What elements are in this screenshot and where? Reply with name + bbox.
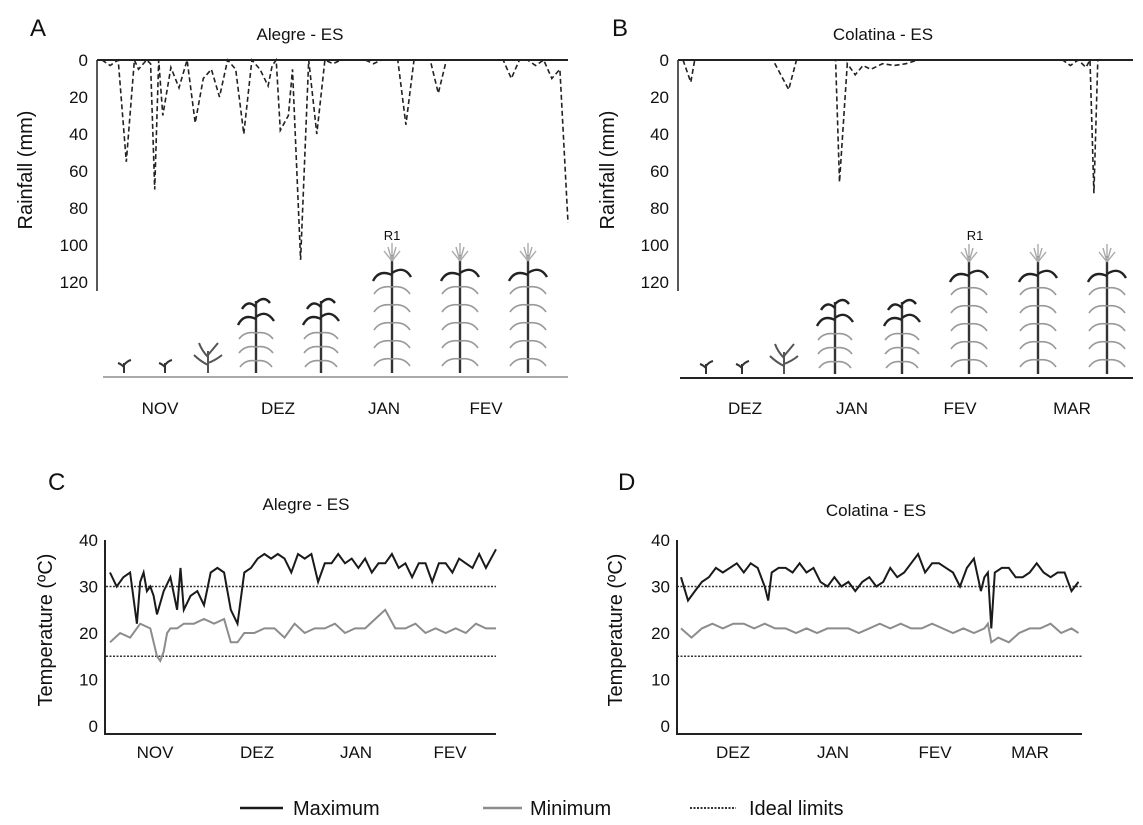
panel-b: B Colatina - ES Rainfall (mm) 0 20 40 60 80 1…: [597, 15, 1133, 418]
panel-a-r1-label: R1: [384, 228, 401, 243]
panel-a-y-tick-label: 120: [60, 273, 88, 292]
panel-b-month-label: DEZ: [728, 399, 762, 418]
panel-b-y-tick-label: 80: [650, 199, 669, 218]
panel-a-y-tick-label: 0: [79, 51, 88, 70]
panel-b-month-labels: DEZ JAN FEV MAR: [728, 399, 1091, 418]
panel-d-y-axis-label: Temperature (ºC): [605, 554, 627, 707]
panel-a-month-label: FEV: [469, 399, 503, 418]
panel-a-title: Alegre - ES: [257, 25, 344, 44]
panel-a-rainfall-line: [101, 57, 569, 260]
panel-d-month-label: MAR: [1011, 743, 1049, 762]
panel-d-axes: [676, 540, 1082, 735]
panel-d-ideal-limits: [677, 585, 1082, 658]
panel-a-y-ticks: 0 20 40 60 80 100 120: [60, 51, 88, 292]
panel-d-y-tick-label: 20: [651, 624, 670, 643]
panel-c-y-ticks: 0 10 20 30 40: [79, 531, 98, 736]
legend-ideal-label: Ideal limits: [749, 798, 843, 820]
panel-c-month-label: FEV: [433, 743, 467, 762]
panel-b-y-tick-label: 60: [650, 162, 669, 181]
panel-c-y-tick-label: 30: [79, 578, 98, 597]
panel-letter-c: C: [48, 469, 65, 496]
panel-letter-b: B: [612, 15, 628, 42]
panel-c-y-tick-label: 0: [89, 717, 98, 736]
panel-c-y-tick-label: 10: [79, 671, 98, 690]
panel-b-y-tick-label: 0: [660, 51, 669, 70]
panel-b-y-ticks: 0 20 40 60 80 100 120: [641, 51, 669, 292]
panel-a-month-label: JAN: [368, 399, 400, 418]
panel-c-month-label: DEZ: [240, 743, 274, 762]
panel-d-month-label: FEV: [918, 743, 952, 762]
panel-letter-d: D: [618, 469, 635, 496]
panel-c-y-tick-label: 40: [79, 531, 98, 550]
panel-a: A Alegre - ES Rainfall (mm) 0 20 40 60 80 100…: [15, 15, 569, 418]
panel-c-y-tick-label: 20: [79, 624, 98, 643]
panel-c-title: Alegre - ES: [263, 495, 350, 514]
panel-b-title: Colatina - ES: [833, 25, 933, 44]
panel-a-y-tick-label: 100: [60, 236, 88, 255]
panel-a-month-label: DEZ: [261, 399, 295, 418]
panel-c: C Alegre - ES Temperature (ºC) 0 10 20 30 40…: [35, 469, 497, 762]
panel-b-y-tick-label: 20: [650, 88, 669, 107]
panel-d-y-ticks: 0 10 20 30 40: [651, 531, 670, 736]
panel-c-month-labels: NOV DEZ JAN FEV: [137, 743, 468, 762]
panel-d-month-labels: DEZ JAN FEV MAR: [716, 743, 1049, 762]
panel-d-month-label: JAN: [817, 743, 849, 762]
panel-b-month-label: FEV: [943, 399, 977, 418]
panel-c-month-label: NOV: [137, 743, 175, 762]
legend-maximum-label: Maximum: [293, 798, 380, 820]
panel-b-y-tick-label: 120: [641, 273, 669, 292]
panel-a-y-tick-label: 20: [69, 88, 88, 107]
legend: Maximum Minimum Ideal limits: [240, 798, 843, 820]
panel-d-y-tick-label: 40: [651, 531, 670, 550]
panel-d-maximum-line: [680, 551, 1080, 629]
panel-b-y-axis-label: Rainfall (mm): [597, 111, 619, 230]
panel-c-maximum-line: [109, 548, 497, 628]
panel-c-ideal-limits: [106, 585, 496, 658]
panel-a-plant-stages: [117, 241, 549, 375]
panel-a-y-tick-label: 60: [69, 162, 88, 181]
panel-b-y-tick-label: 100: [641, 236, 669, 255]
panel-a-y-tick-label: 40: [69, 125, 88, 144]
panel-a-y-axis-label: Rainfall (mm): [15, 111, 37, 230]
panel-d-y-tick-label: 30: [651, 578, 670, 597]
panel-b-r1-label: R1: [967, 228, 984, 243]
panel-d-y-tick-label: 10: [651, 671, 670, 690]
panel-a-month-labels: NOV DEZ JAN FEV: [142, 399, 504, 418]
panel-b-month-label: JAN: [836, 399, 868, 418]
panel-b-plant-stages: [699, 242, 1128, 376]
panel-letter-a: A: [30, 15, 46, 42]
panel-c-axes: [104, 540, 496, 735]
panel-a-y-tick-label: 80: [69, 199, 88, 218]
panel-b-month-label: MAR: [1053, 399, 1091, 418]
panel-d: D Colatina - ES Temperature (ºC) 0 10 20 30…: [605, 469, 1082, 762]
panel-d-month-label: DEZ: [716, 743, 750, 762]
panel-b-rainfall-line: [682, 56, 1133, 194]
panel-c-y-axis-label: Temperature (ºC): [35, 554, 57, 707]
panel-c-month-label: JAN: [340, 743, 372, 762]
panel-d-title: Colatina - ES: [826, 501, 926, 520]
panel-a-month-label: NOV: [142, 399, 180, 418]
panel-d-y-tick-label: 0: [661, 717, 670, 736]
legend-minimum-label: Minimum: [530, 798, 611, 820]
panel-b-y-tick-label: 40: [650, 125, 669, 144]
panel-c-minimum-line: [109, 608, 496, 664]
panel-d-minimum-line: [680, 621, 1080, 644]
